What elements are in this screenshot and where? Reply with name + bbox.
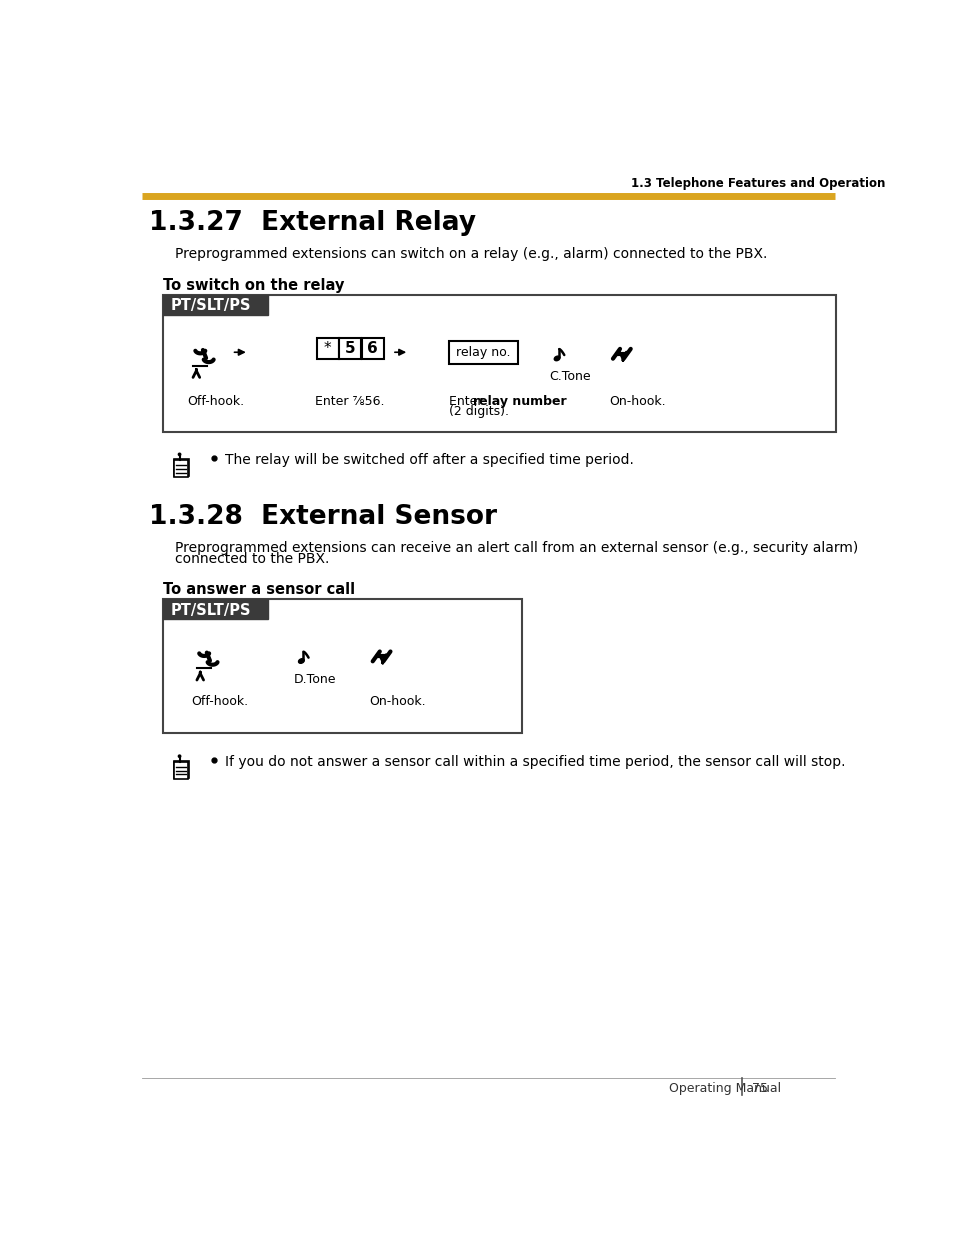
Text: The relay will be switched off after a specified time period.: The relay will be switched off after a s… bbox=[225, 453, 634, 467]
Text: Operating Manual: Operating Manual bbox=[669, 1082, 781, 1095]
Bar bbox=[163, 294, 268, 315]
Bar bbox=[339, 337, 360, 359]
Text: 1.3.28  External Sensor: 1.3.28 External Sensor bbox=[149, 504, 497, 530]
Ellipse shape bbox=[554, 356, 559, 361]
Text: On-hook.: On-hook. bbox=[369, 695, 425, 708]
Circle shape bbox=[178, 755, 180, 757]
Text: Preprogrammed extensions can switch on a relay (e.g., alarm) connected to the PB: Preprogrammed extensions can switch on a… bbox=[174, 247, 766, 261]
Text: Off-hook.: Off-hook. bbox=[187, 395, 244, 408]
Text: To answer a sensor call: To answer a sensor call bbox=[163, 582, 355, 597]
Text: 75: 75 bbox=[751, 1082, 767, 1095]
Bar bbox=[174, 761, 189, 778]
Bar bbox=[174, 459, 189, 475]
Text: Enter: Enter bbox=[448, 395, 486, 408]
Text: C.Tone: C.Tone bbox=[549, 370, 590, 383]
Bar bbox=[163, 294, 835, 431]
Text: Enter ⅞56.: Enter ⅞56. bbox=[314, 395, 384, 408]
Text: *: * bbox=[324, 341, 332, 356]
Text: (2 digits).: (2 digits). bbox=[448, 405, 508, 417]
Text: connected to the PBX.: connected to the PBX. bbox=[174, 552, 329, 567]
Text: relay no.: relay no. bbox=[456, 346, 510, 358]
Text: 1.3 Telephone Features and Operation: 1.3 Telephone Features and Operation bbox=[630, 178, 884, 190]
Bar bbox=[173, 762, 188, 779]
Bar bbox=[448, 341, 517, 364]
Text: 6: 6 bbox=[367, 341, 377, 356]
Bar bbox=[163, 599, 521, 734]
Circle shape bbox=[178, 453, 180, 456]
Text: Preprogrammed extensions can receive an alert call from an external sensor (e.g.: Preprogrammed extensions can receive an … bbox=[174, 541, 858, 555]
Ellipse shape bbox=[298, 658, 304, 663]
Text: PT/SLT/PS: PT/SLT/PS bbox=[171, 299, 251, 314]
Bar bbox=[361, 337, 383, 359]
Text: D.Tone: D.Tone bbox=[294, 673, 335, 685]
Text: 1.3.27  External Relay: 1.3.27 External Relay bbox=[149, 210, 476, 236]
Text: If you do not answer a sensor call within a specified time period, the sensor ca: If you do not answer a sensor call withi… bbox=[225, 755, 845, 769]
Text: To switch on the relay: To switch on the relay bbox=[163, 278, 344, 293]
Text: On-hook.: On-hook. bbox=[608, 395, 665, 408]
Text: relay number: relay number bbox=[473, 395, 566, 408]
Text: Off-hook.: Off-hook. bbox=[192, 695, 248, 708]
Bar bbox=[316, 337, 338, 359]
Text: PT/SLT/PS: PT/SLT/PS bbox=[171, 603, 251, 618]
Bar bbox=[173, 459, 188, 477]
Text: 5: 5 bbox=[345, 341, 355, 356]
Bar bbox=[163, 599, 268, 620]
